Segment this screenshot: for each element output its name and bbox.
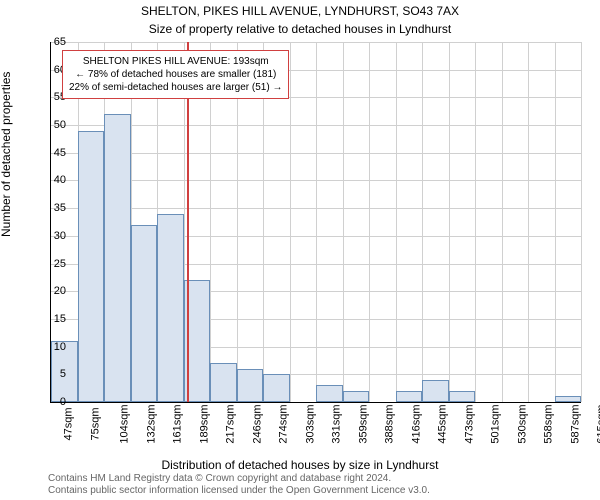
histogram-bar [343,391,370,402]
histogram-bar [449,391,476,402]
histogram-bar [237,369,264,402]
attribution-text: Contains HM Land Registry data © Crown c… [48,473,430,497]
x-tick-label: 501sqm [490,404,502,443]
gridline-v [369,42,370,402]
y-tick-label: 40 [42,174,66,186]
x-tick-label: 274sqm [278,404,290,443]
gridline-v [316,42,317,402]
histogram-bar [396,391,423,402]
y-axis-label: Number of detached properties [0,72,13,237]
y-tick-label: 5 [42,368,66,380]
histogram-bar [422,380,449,402]
gridline-v [475,42,476,402]
histogram-bar [78,131,105,402]
y-tick-label: 20 [42,285,66,297]
histogram-bar [210,363,237,402]
attribution-line: Contains HM Land Registry data © Crown c… [48,473,430,485]
x-tick-label: 615sqm [596,404,600,443]
x-axis-label: Distribution of detached houses by size … [0,458,600,472]
histogram-bar [316,385,343,402]
callout-line: SHELTON PIKES HILL AVENUE: 193sqm [69,55,282,68]
histogram-bar [555,396,582,402]
gridline-v [449,42,450,402]
y-tick-label: 25 [42,258,66,270]
gridline-v [581,42,582,402]
x-tick-label: 47sqm [63,407,75,440]
gridline-v [343,42,344,402]
x-tick-label: 416sqm [410,404,422,443]
x-tick-label: 473sqm [463,404,475,443]
y-tick-label: 45 [42,147,66,159]
y-tick-label: 0 [42,396,66,408]
x-tick-label: 445sqm [437,404,449,443]
x-tick-label: 303sqm [304,404,316,443]
histogram-bar [263,374,290,402]
x-tick-label: 104sqm [119,404,131,443]
gridline-v [396,42,397,402]
attribution-line: Contains public sector information licen… [48,485,430,497]
x-tick-label: 246sqm [251,404,263,443]
gridline-v [528,42,529,402]
gridline-v [502,42,503,402]
chart-title: SHELTON, PIKES HILL AVENUE, LYNDHURST, S… [0,4,600,18]
x-tick-label: 189sqm [198,404,210,443]
histogram-bar [104,114,131,402]
x-tick-label: 359sqm [357,404,369,443]
x-tick-label: 217sqm [225,404,237,443]
x-tick-label: 558sqm [543,404,555,443]
x-tick-label: 530sqm [516,404,528,443]
x-tick-label: 388sqm [384,404,396,443]
x-tick-label: 587sqm [569,404,581,443]
callout-line: 22% of semi-detached houses are larger (… [69,81,282,94]
chart-subtitle: Size of property relative to detached ho… [0,22,600,36]
y-tick-label: 10 [42,341,66,353]
y-tick-label: 30 [42,230,66,242]
gridline-v [422,42,423,402]
callout-line: ← 78% of detached houses are smaller (18… [69,68,282,81]
histogram-bar [157,214,184,402]
y-tick-label: 65 [42,36,66,48]
y-tick-label: 50 [42,119,66,131]
histogram-bar [131,225,158,402]
x-tick-label: 132sqm [145,404,157,443]
y-tick-label: 35 [42,202,66,214]
gridline-v [555,42,556,402]
x-tick-label: 75sqm [89,407,101,440]
x-tick-label: 161sqm [172,404,184,443]
gridline-v [290,42,291,402]
callout-box: SHELTON PIKES HILL AVENUE: 193sqm← 78% o… [62,50,289,99]
chart-container: SHELTON, PIKES HILL AVENUE, LYNDHURST, S… [0,0,600,500]
x-tick-label: 331sqm [331,404,343,443]
y-tick-label: 15 [42,313,66,325]
